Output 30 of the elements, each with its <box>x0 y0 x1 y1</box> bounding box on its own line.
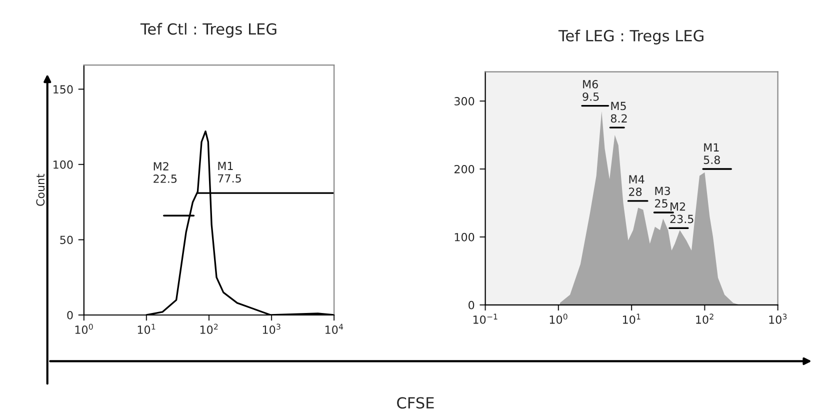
x-tick-label: 10$^{−1}$ <box>473 314 498 324</box>
x-tick-label: 10$^{3}$ <box>262 324 280 334</box>
x-tick-label: 10$^{0}$ <box>550 314 568 324</box>
annotation: M2 22.5 <box>154 162 177 183</box>
annotation: M1 5.8 <box>704 143 720 164</box>
y-tick-label: 300 <box>454 97 474 106</box>
y-axis-title: Count <box>36 174 45 206</box>
chart-title: Tef Ctl : Tregs LEG <box>140 22 276 38</box>
y-tick-label: 200 <box>454 164 474 174</box>
annotation: M5 8.2 <box>610 102 627 123</box>
y-tick-label: 0 <box>468 300 474 310</box>
x-tick-label: 10$^{1}$ <box>138 324 156 334</box>
x-tick-label: 10$^{0}$ <box>75 324 93 334</box>
y-tick-label: 50 <box>60 236 73 244</box>
text: CFSE <box>397 397 434 409</box>
chart-title: Tef LEG : Tregs LEG <box>558 30 704 44</box>
annotation: M3 25 <box>655 186 670 208</box>
y-tick-label: 0 <box>67 310 73 320</box>
x-tick-label: 10$^{3}$ <box>769 314 787 324</box>
y-tick-label: 100 <box>454 232 474 242</box>
y-tick-label: 150 <box>54 85 73 94</box>
x-tick-label: 10$^{2}$ <box>696 314 714 324</box>
annotation: M6 9.5 <box>582 80 599 101</box>
x-tick-label: 10$^{4}$ <box>326 324 344 334</box>
y-tick-label: 100 <box>54 160 73 169</box>
annotation: M2 23.5 <box>670 202 694 224</box>
x-tick-label: 10$^{2}$ <box>200 324 218 334</box>
annotation: M4 28 <box>629 175 644 196</box>
annotation: M1 77.5 <box>218 162 241 183</box>
x-tick-label: 10$^{1}$ <box>623 314 640 324</box>
